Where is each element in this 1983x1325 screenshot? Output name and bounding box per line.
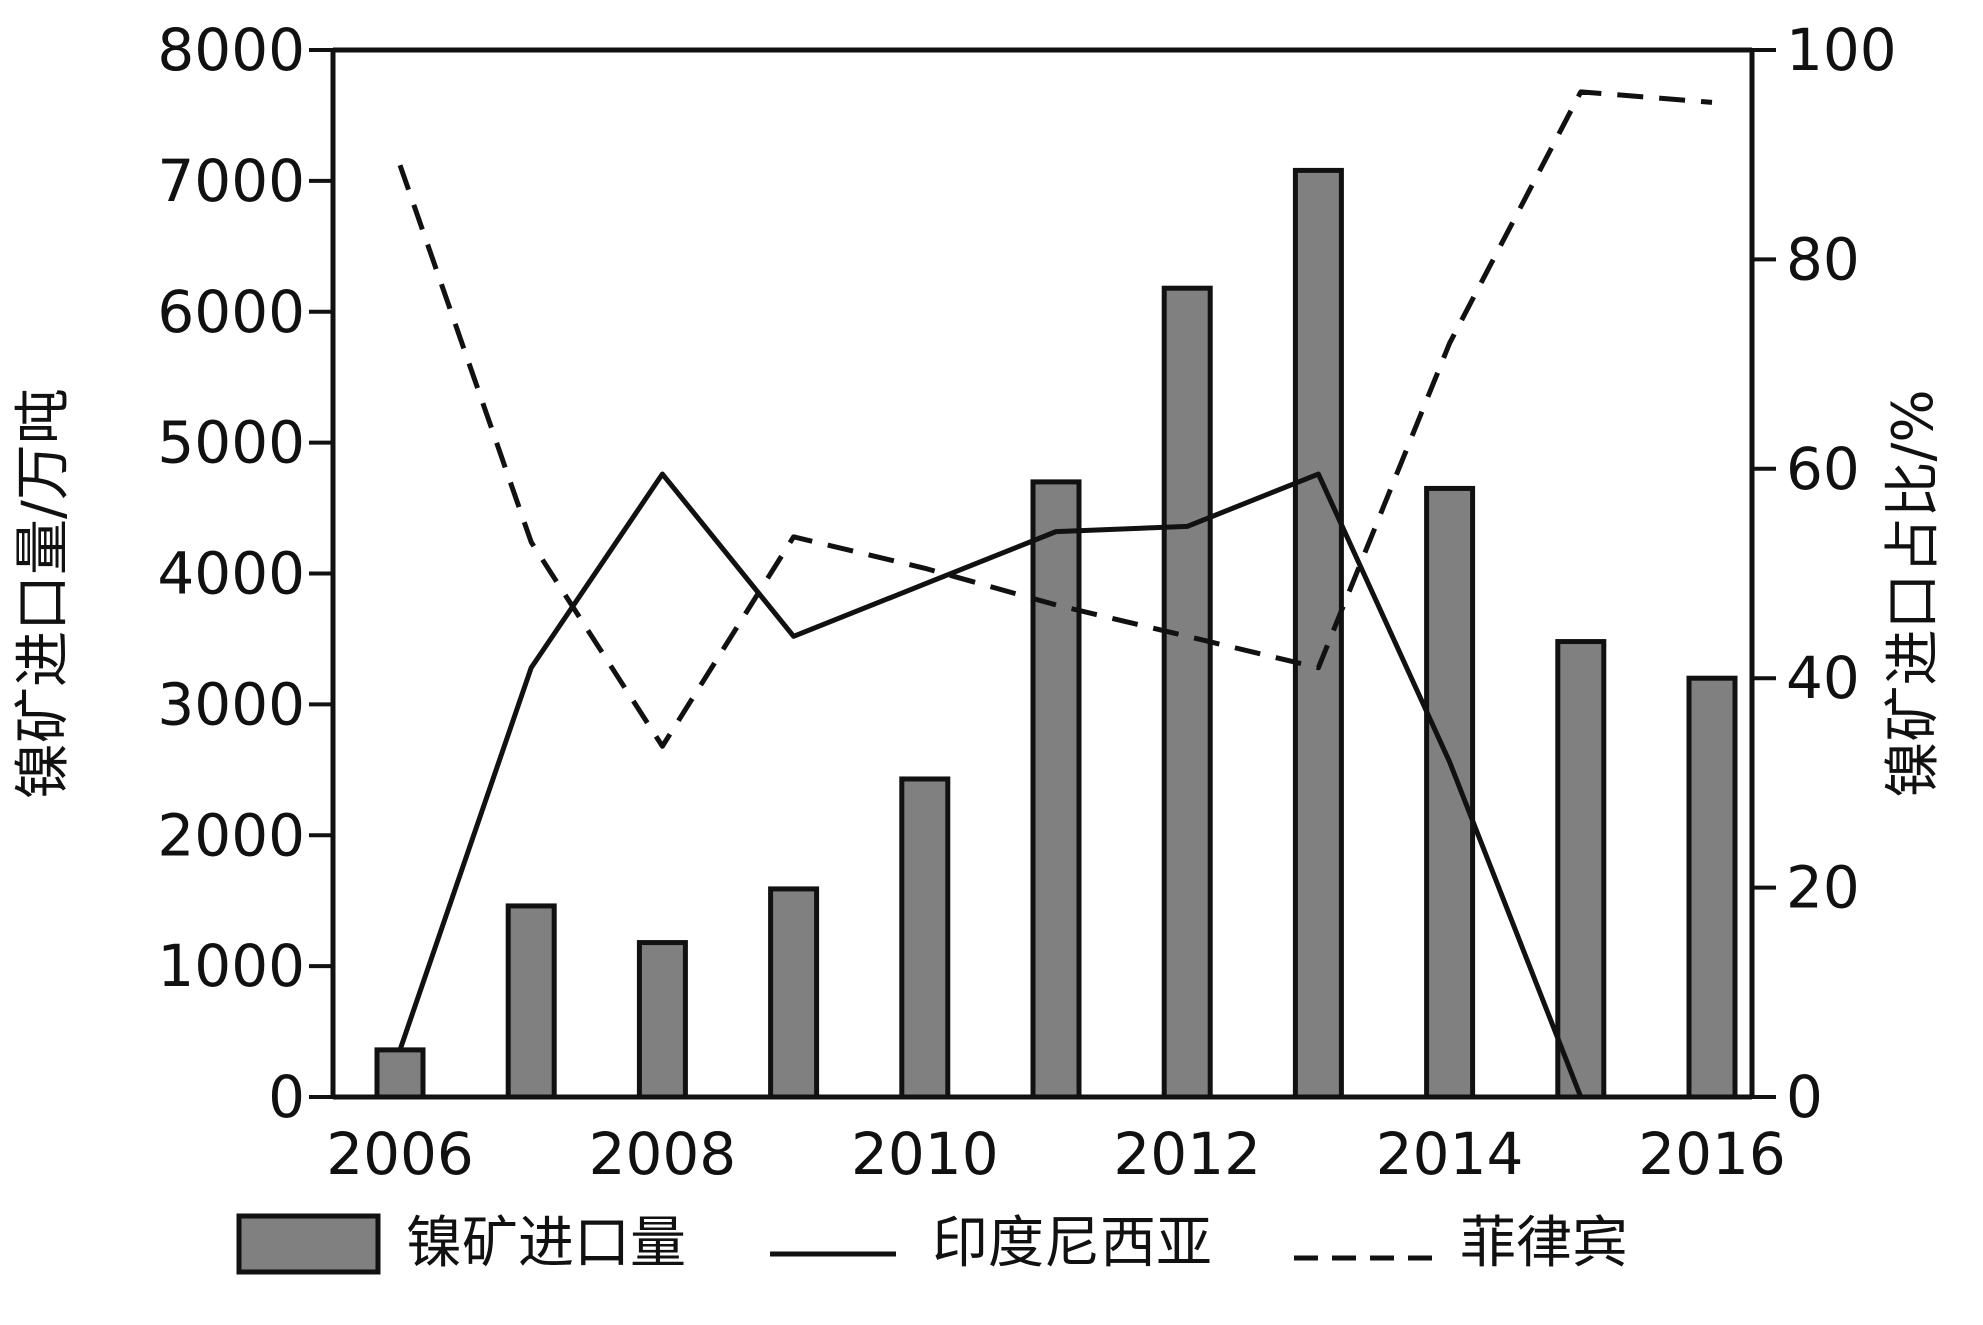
bar-2012 <box>1164 288 1210 1097</box>
legend: 镍矿进口量 印度尼西亚 菲律宾 <box>239 1211 1628 1276</box>
bar-2008 <box>639 943 685 1097</box>
y2-tick-label-20: 20 <box>1786 854 1860 922</box>
x-tick-label-2012: 2012 <box>1113 1120 1261 1188</box>
y-tick-label-2000: 2000 <box>157 801 305 869</box>
series-line-1 <box>400 474 1581 1097</box>
y-tick-label-3000: 3000 <box>157 670 305 738</box>
bar-2015 <box>1558 642 1604 1097</box>
y2-tick-label-100: 100 <box>1786 16 1897 84</box>
bar-2009 <box>771 889 817 1097</box>
legend-label-bar: 镍矿进口量 <box>406 1211 686 1276</box>
bar-2016 <box>1689 678 1735 1097</box>
bar-2013 <box>1295 170 1341 1097</box>
y-tick-label-8000: 8000 <box>157 16 305 84</box>
bar-2006 <box>377 1050 423 1097</box>
y-tick-label-6000: 6000 <box>157 278 305 346</box>
y2-tick-label-40: 40 <box>1786 644 1860 712</box>
x-tick-label-2008: 2008 <box>589 1120 737 1188</box>
y2-axis-title: 镍矿进口占比/% <box>1881 389 1946 797</box>
x-tick-label-2006: 2006 <box>326 1120 474 1188</box>
y-tick-label-0: 0 <box>268 1063 305 1131</box>
y-tick-label-7000: 7000 <box>157 147 305 215</box>
bar-2011 <box>1033 482 1079 1097</box>
legend-swatch-bar <box>239 1216 378 1272</box>
y-tick-label-4000: 4000 <box>157 540 305 608</box>
x-tick-label-2014: 2014 <box>1376 1120 1524 1188</box>
y2-tick-label-60: 60 <box>1786 435 1860 503</box>
y2-tick-label-80: 80 <box>1786 225 1860 293</box>
y2-tick-label-0: 0 <box>1786 1063 1823 1131</box>
x-tick-label-2010: 2010 <box>851 1120 999 1188</box>
x-tick-label-2016: 2016 <box>1638 1120 1786 1188</box>
y-tick-label-1000: 1000 <box>157 932 305 1000</box>
y-tick-label-5000: 5000 <box>157 409 305 477</box>
legend-label-dashed: 菲律宾 <box>1460 1211 1628 1276</box>
bar-2007 <box>508 906 554 1097</box>
legend-label-solid: 印度尼西亚 <box>932 1211 1212 1276</box>
bar-2014 <box>1427 488 1473 1097</box>
bar-2010 <box>902 779 948 1097</box>
y-axis-title: 镍矿进口量/万吨 <box>11 388 76 799</box>
